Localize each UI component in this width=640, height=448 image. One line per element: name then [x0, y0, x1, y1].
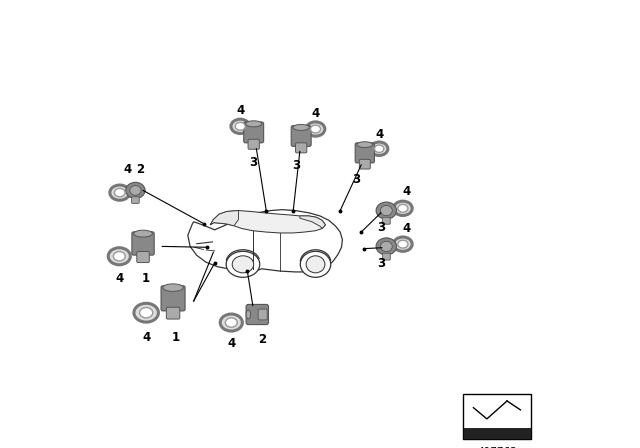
Ellipse shape — [125, 182, 145, 198]
Text: 497763: 497763 — [477, 447, 517, 448]
Ellipse shape — [380, 206, 392, 215]
Ellipse shape — [376, 202, 397, 219]
Polygon shape — [210, 211, 325, 233]
FancyBboxPatch shape — [359, 159, 371, 169]
Ellipse shape — [108, 248, 131, 265]
Ellipse shape — [398, 204, 408, 212]
Ellipse shape — [380, 241, 392, 251]
Text: 4: 4 — [312, 107, 319, 120]
FancyBboxPatch shape — [246, 305, 269, 324]
Ellipse shape — [357, 142, 372, 147]
Ellipse shape — [394, 237, 412, 251]
Text: 4: 4 — [403, 222, 411, 235]
FancyBboxPatch shape — [137, 251, 149, 263]
Text: 2: 2 — [258, 333, 266, 346]
Ellipse shape — [394, 201, 412, 215]
Text: 1: 1 — [142, 272, 150, 285]
FancyBboxPatch shape — [132, 197, 140, 203]
Ellipse shape — [130, 185, 141, 195]
Text: 4: 4 — [124, 163, 131, 176]
Ellipse shape — [134, 303, 159, 322]
Text: 3: 3 — [292, 159, 301, 172]
Ellipse shape — [110, 185, 130, 200]
FancyBboxPatch shape — [166, 307, 180, 319]
Text: 4: 4 — [227, 337, 236, 350]
Ellipse shape — [306, 122, 325, 136]
FancyBboxPatch shape — [132, 232, 154, 255]
Bar — [463, 428, 531, 439]
Ellipse shape — [374, 145, 384, 152]
FancyBboxPatch shape — [248, 139, 259, 149]
Polygon shape — [300, 216, 325, 228]
FancyBboxPatch shape — [382, 217, 390, 224]
Ellipse shape — [163, 284, 183, 291]
Ellipse shape — [231, 119, 250, 134]
Text: 3: 3 — [352, 173, 360, 186]
Ellipse shape — [300, 251, 331, 277]
Ellipse shape — [113, 252, 125, 261]
Ellipse shape — [371, 142, 388, 155]
Polygon shape — [188, 210, 342, 272]
Text: 4: 4 — [403, 185, 411, 198]
FancyBboxPatch shape — [291, 125, 311, 146]
Ellipse shape — [140, 307, 153, 318]
Ellipse shape — [306, 256, 325, 273]
Ellipse shape — [226, 251, 260, 277]
Ellipse shape — [376, 238, 397, 255]
Text: 4: 4 — [236, 104, 244, 117]
Text: 3: 3 — [377, 257, 385, 270]
Text: 4: 4 — [375, 128, 383, 141]
Ellipse shape — [225, 318, 237, 327]
Ellipse shape — [310, 125, 321, 133]
Ellipse shape — [246, 310, 250, 319]
Bar — [463, 394, 531, 439]
FancyBboxPatch shape — [355, 143, 374, 163]
Text: 4: 4 — [115, 272, 124, 285]
Ellipse shape — [293, 125, 309, 130]
Text: 3: 3 — [250, 156, 258, 169]
Ellipse shape — [236, 122, 245, 130]
FancyBboxPatch shape — [296, 143, 307, 153]
Ellipse shape — [115, 189, 125, 197]
FancyBboxPatch shape — [161, 286, 185, 311]
Ellipse shape — [134, 230, 152, 237]
Polygon shape — [210, 211, 239, 226]
FancyBboxPatch shape — [382, 253, 390, 260]
Ellipse shape — [246, 121, 262, 127]
Text: 3: 3 — [377, 221, 385, 234]
FancyBboxPatch shape — [258, 309, 267, 320]
Ellipse shape — [220, 314, 243, 331]
Ellipse shape — [232, 256, 253, 273]
FancyBboxPatch shape — [244, 122, 264, 143]
Text: 1: 1 — [172, 331, 180, 344]
Ellipse shape — [398, 240, 408, 248]
Text: 2: 2 — [136, 163, 144, 176]
Text: 4: 4 — [142, 331, 150, 344]
